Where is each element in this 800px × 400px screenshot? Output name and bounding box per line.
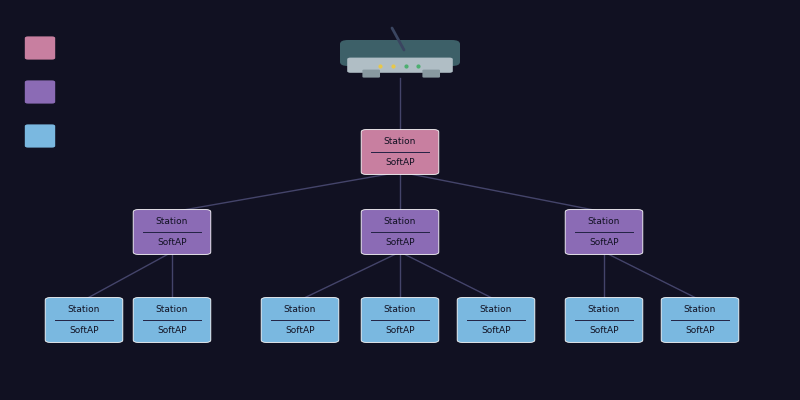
FancyBboxPatch shape <box>565 298 643 342</box>
Text: Station: Station <box>156 217 188 226</box>
FancyBboxPatch shape <box>422 70 440 78</box>
FancyBboxPatch shape <box>133 298 210 342</box>
Text: SoftAP: SoftAP <box>686 326 714 335</box>
FancyBboxPatch shape <box>347 58 453 73</box>
FancyBboxPatch shape <box>25 80 55 104</box>
Text: Station: Station <box>384 217 416 226</box>
FancyBboxPatch shape <box>340 40 460 66</box>
Text: SoftAP: SoftAP <box>590 326 618 335</box>
Text: SoftAP: SoftAP <box>158 238 186 247</box>
FancyBboxPatch shape <box>362 210 438 254</box>
Text: Station: Station <box>284 305 316 314</box>
Text: SoftAP: SoftAP <box>70 326 98 335</box>
Text: Station: Station <box>588 305 620 314</box>
FancyBboxPatch shape <box>133 210 210 254</box>
Text: SoftAP: SoftAP <box>158 326 186 335</box>
Text: SoftAP: SoftAP <box>386 326 414 335</box>
Text: Station: Station <box>384 305 416 314</box>
Text: Station: Station <box>588 217 620 226</box>
FancyBboxPatch shape <box>261 298 339 342</box>
Text: Station: Station <box>384 137 416 146</box>
FancyBboxPatch shape <box>25 36 55 60</box>
Text: SoftAP: SoftAP <box>386 158 414 167</box>
Text: SoftAP: SoftAP <box>286 326 314 335</box>
Text: SoftAP: SoftAP <box>482 326 510 335</box>
FancyBboxPatch shape <box>25 124 55 148</box>
Text: SoftAP: SoftAP <box>386 238 414 247</box>
FancyBboxPatch shape <box>565 210 643 254</box>
Text: Station: Station <box>156 305 188 314</box>
FancyBboxPatch shape <box>362 70 380 78</box>
FancyBboxPatch shape <box>662 298 739 342</box>
FancyBboxPatch shape <box>45 298 123 342</box>
FancyBboxPatch shape <box>458 298 534 342</box>
Text: Station: Station <box>684 305 716 314</box>
Text: Station: Station <box>480 305 512 314</box>
FancyBboxPatch shape <box>362 298 438 342</box>
Text: SoftAP: SoftAP <box>590 238 618 247</box>
FancyBboxPatch shape <box>362 130 438 174</box>
Text: Station: Station <box>68 305 100 314</box>
